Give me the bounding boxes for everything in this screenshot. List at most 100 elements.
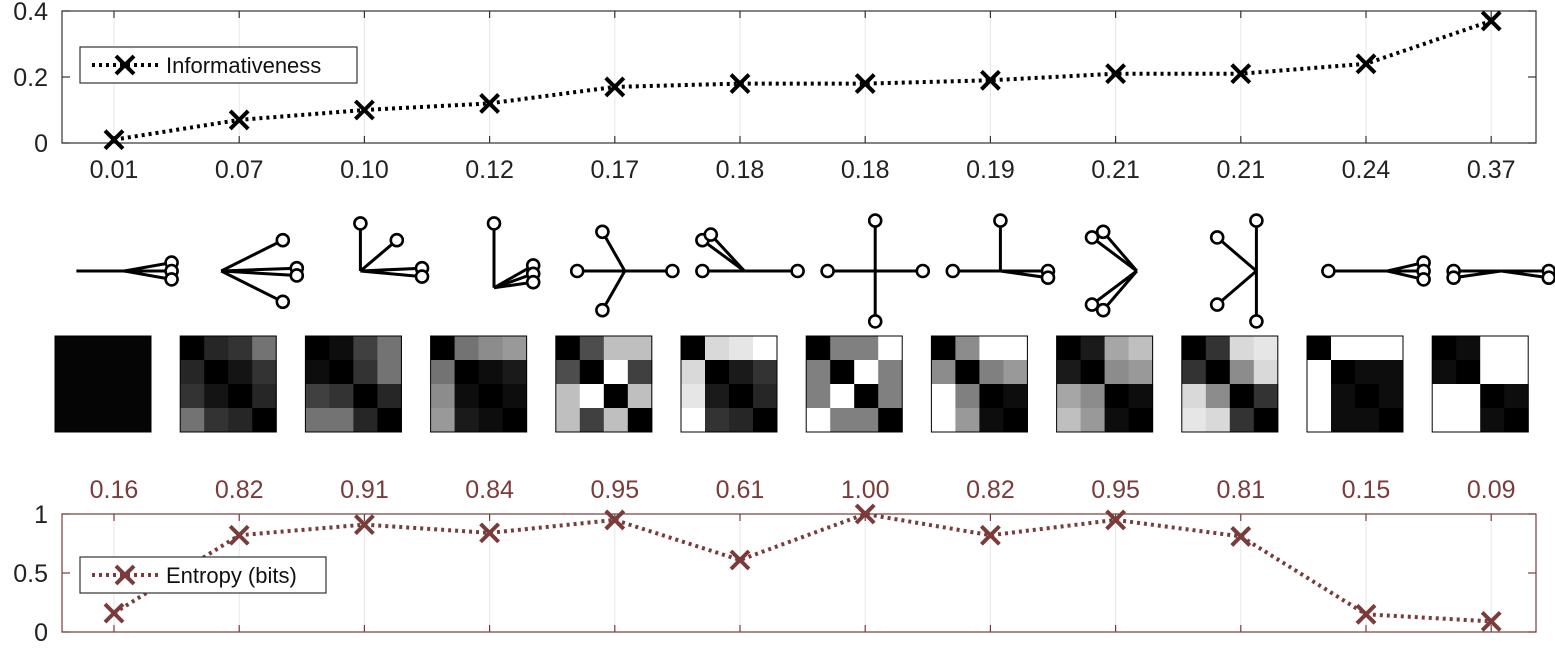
matrix-cell [204,360,229,385]
matrix-cell [305,336,330,361]
tree-node [1084,230,1100,245]
similarity-matrix [805,335,903,433]
matrix-cell [502,384,528,409]
matrix-cell [353,384,378,409]
matrix-cell [1253,384,1279,409]
data-label: 0.12 [465,156,514,184]
matrix-cell [681,360,706,385]
matrix-cell [1253,360,1279,385]
matrix-frame [304,335,402,433]
tree-node [1416,272,1431,287]
similarity-matrix [1056,335,1154,433]
matrix-cell [180,336,205,361]
matrix-cell [1379,384,1404,409]
data-point [228,524,250,546]
data-label: 1.00 [841,476,890,504]
matrix-cell [705,360,730,385]
tree-node [275,232,291,248]
tree-node [275,294,291,310]
matrix-cell [1480,384,1505,409]
data-point [854,503,876,525]
tree-glyph-row [76,213,1555,329]
matrix-cell [931,384,956,409]
legend: Informativeness [79,46,358,84]
data-label: 0.82 [966,476,1015,504]
matrix-cell [603,384,629,409]
matrix-cell [1253,408,1279,433]
matrix-cell [1355,336,1380,361]
y-tick-label: 0 [34,619,48,647]
data-point [479,522,501,544]
matrix-cell [377,336,402,361]
matrix-cell [955,360,980,385]
matrix-cell [555,408,581,433]
matrix-cell [979,360,1004,385]
tree-node [1249,213,1264,228]
matrix-cell [931,336,956,361]
data-point [729,73,751,95]
data-point [1355,53,1377,75]
matrix-cell [1432,408,1457,433]
similarity-matrix [304,335,402,433]
matrix-cell [705,384,730,409]
tree-node [945,263,961,279]
matrix-cell [502,408,528,433]
matrix-cell [103,336,128,361]
matrix-cell [753,336,778,361]
matrix-cell [806,384,831,409]
matrix-cell [955,408,980,433]
matrix-cell [830,408,855,433]
matrix-cell [55,384,80,409]
matrix-cell [830,384,855,409]
similarity-matrix [930,335,1028,433]
matrix-cell [252,336,277,361]
matrix-cell [931,360,956,385]
matrix-cell [931,408,956,433]
legend-marker [114,564,136,586]
matrix-cell [627,360,653,385]
matrix-cell [555,384,581,409]
y-tick-label: 0.2 [13,64,48,92]
matrix-cell [55,336,80,361]
tree-edge [220,238,284,273]
tree-node [1249,314,1264,329]
matrix-cell [329,384,354,409]
matrix-cell [681,408,706,433]
matrix-cell [430,360,456,385]
data-point [353,514,375,536]
similarity-matrix [179,335,277,433]
matrix-cell [79,360,104,385]
data-label: 0.81 [1216,476,1265,504]
matrix-cell [180,360,205,385]
tree-glyph [1321,255,1431,287]
similarity-matrix [1306,335,1404,433]
tree-glyph [220,232,305,310]
data-point [353,99,375,121]
matrix-cell [753,384,778,409]
matrix-cell [1181,408,1207,433]
matrix-cell [103,384,128,409]
tree-edge [123,269,172,281]
matrix-cell [1229,408,1255,433]
tree-edge [601,231,627,272]
data-label: 0.84 [465,476,514,504]
tree-glyph [695,227,805,279]
matrix-cell [1307,408,1332,433]
data-label: 0.07 [215,156,264,184]
similarity-matrix [555,335,653,433]
data-point [1230,526,1252,547]
tree-node [820,263,835,279]
data-label: 0.82 [215,476,264,504]
y-tick-label: 0.5 [13,560,48,588]
matrix-cell [579,336,605,361]
tree-node [1541,270,1555,286]
matrix-cell [478,384,504,409]
matrix-cell [1504,360,1529,385]
tree-edge [1453,269,1502,280]
matrix-cell [1456,384,1481,409]
data-label: 0.21 [1216,156,1265,184]
matrix-frame [805,335,903,433]
matrix-cell [377,408,402,433]
matrix-cell [1056,336,1082,361]
